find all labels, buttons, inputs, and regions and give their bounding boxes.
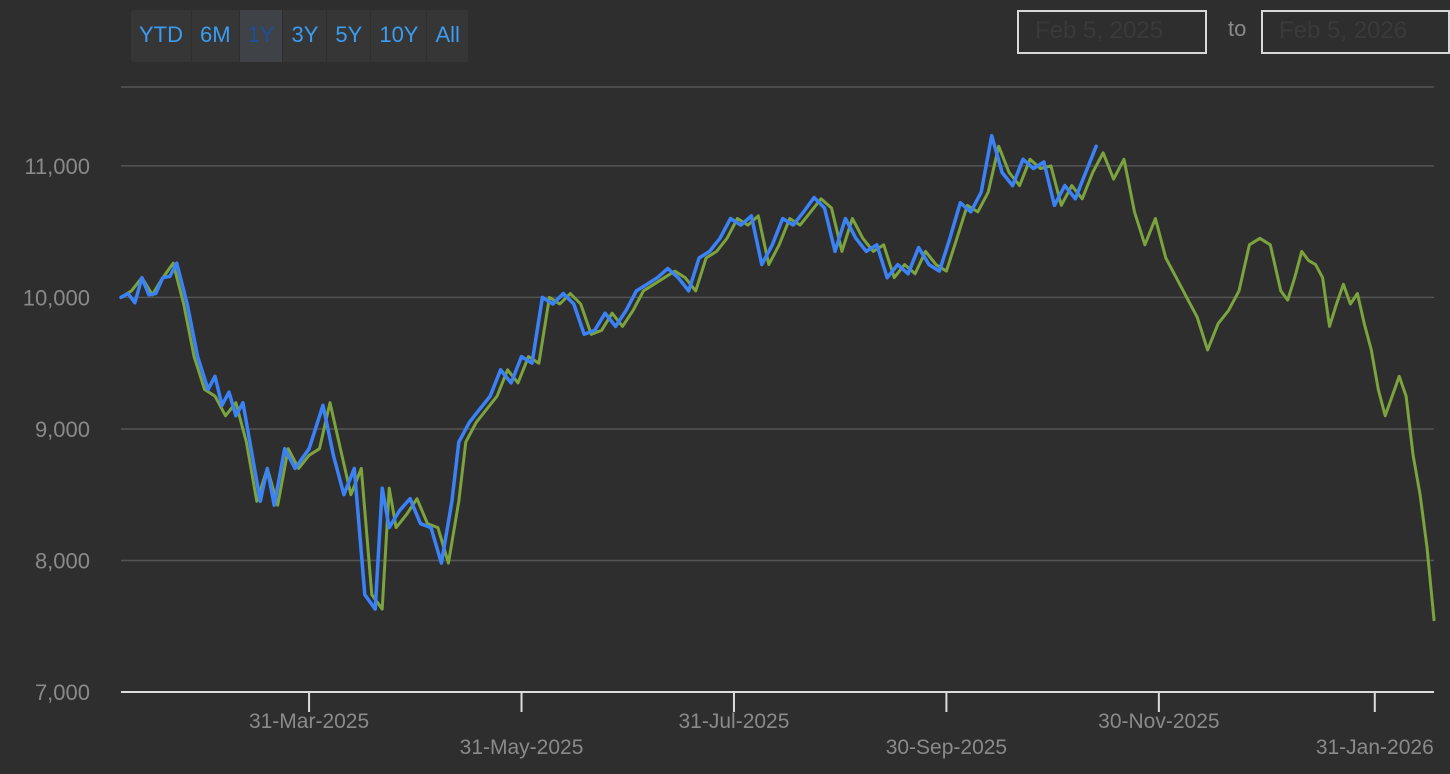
x-tick-label: 31-May-2025 xyxy=(460,736,584,759)
y-tick-label: 11,000 xyxy=(24,154,90,179)
x-tick-label: 30-Nov-2025 xyxy=(1098,710,1219,733)
range-button-all[interactable]: All xyxy=(427,10,469,62)
range-button-3y[interactable]: 3Y xyxy=(283,10,328,62)
grid-lines xyxy=(121,86,1434,562)
series-line-1 xyxy=(119,144,1436,622)
date-to-input[interactable]: Feb 5, 2026 xyxy=(1261,10,1450,54)
range-button-10y[interactable]: 10Y xyxy=(371,10,428,62)
y-tick-label: 9,000 xyxy=(35,417,90,442)
y-tick-label: 8,000 xyxy=(35,548,90,573)
range-selector: YTD 6M 1Y 3Y 5Y 10Y All xyxy=(131,10,469,62)
range-button-6m[interactable]: 6M xyxy=(192,10,240,62)
range-button-ytd[interactable]: YTD xyxy=(131,10,192,62)
x-tick-label: 31-Jan-2026 xyxy=(1316,736,1434,759)
x-tick-label: 30-Sep-2025 xyxy=(886,736,1007,759)
y-tick-label: 7,000 xyxy=(35,680,90,705)
date-from-input[interactable]: Feb 5, 2025 xyxy=(1017,10,1207,54)
series-line-2 xyxy=(119,133,1098,611)
x-axis: 31-Mar-2025 31-May-2025 31-Jul-2025 30-Sep-… xyxy=(121,691,1434,759)
y-axis-labels: 7,000 8,000 9,000 10,000 11,000 xyxy=(23,154,90,705)
y-tick-label: 10,000 xyxy=(23,285,90,310)
x-tick-label: 31-Mar-2025 xyxy=(249,710,369,733)
x-tick-label: 31-Jul-2025 xyxy=(679,710,790,733)
series-lines xyxy=(119,133,1436,622)
date-range-separator: to xyxy=(1228,16,1247,41)
range-button-1y[interactable]: 1Y xyxy=(239,10,284,62)
range-button-5y[interactable]: 5Y xyxy=(327,10,372,62)
